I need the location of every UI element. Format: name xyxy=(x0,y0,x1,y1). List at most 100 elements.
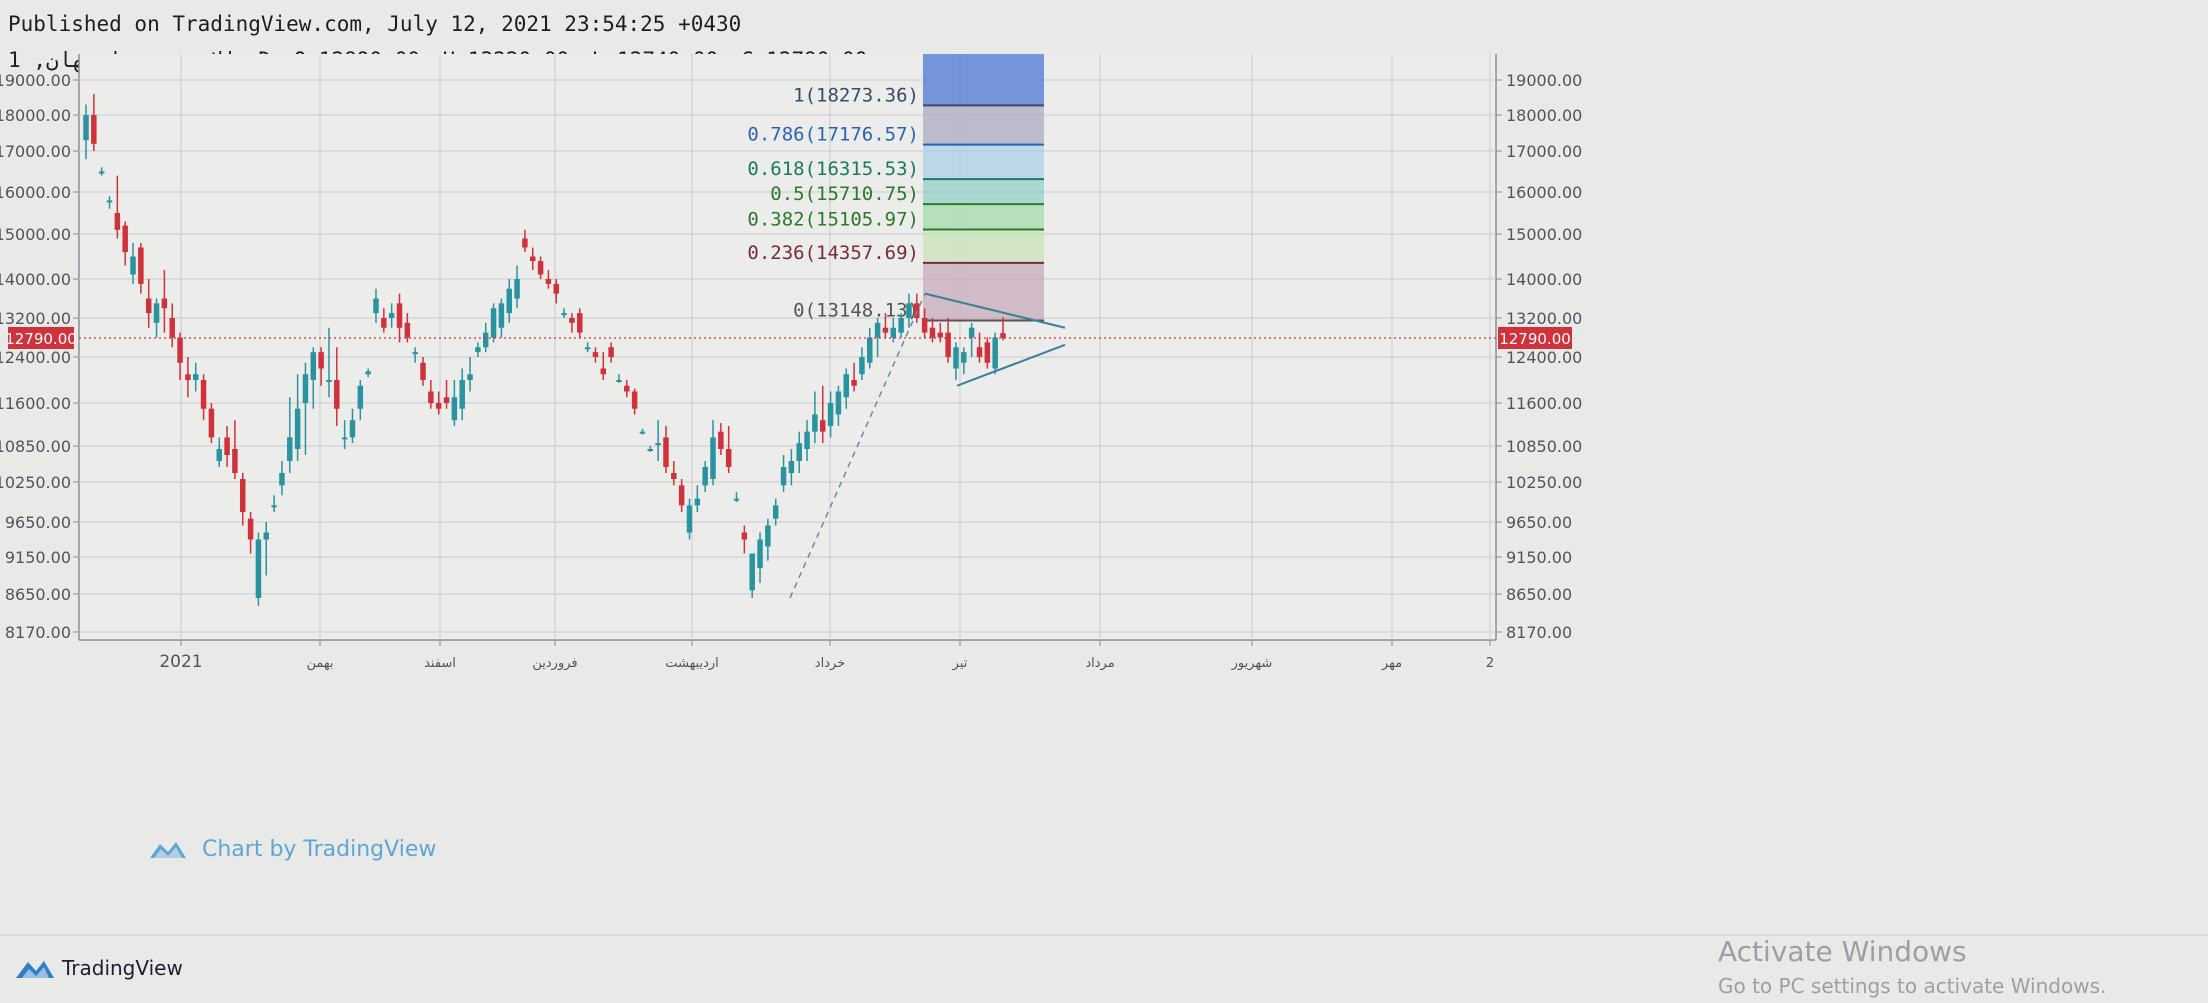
candle-body xyxy=(772,505,779,519)
candle-body xyxy=(843,374,849,398)
right-price-label: 18000.00 xyxy=(1506,106,1582,125)
right-price-label: 12400.00 xyxy=(1506,348,1582,367)
time-label: تیر xyxy=(952,656,968,671)
fib-band-zone xyxy=(923,144,1044,180)
candle-body xyxy=(757,539,763,569)
candle-body xyxy=(357,385,364,409)
candle-body xyxy=(396,303,403,328)
candle-body xyxy=(710,437,716,479)
candle-body xyxy=(263,532,270,540)
candle-body xyxy=(639,431,646,434)
right-price-label: 8170.00 xyxy=(1506,623,1572,642)
triangle-upper-trendline xyxy=(924,292,1066,329)
candle-body xyxy=(835,391,842,415)
time-label: مرداد xyxy=(1085,656,1114,671)
candle-body xyxy=(435,403,442,409)
candle-body xyxy=(279,473,285,486)
candle-body xyxy=(961,352,967,363)
candle-body xyxy=(334,380,340,409)
candle-body xyxy=(765,525,771,547)
right-price-label: 19000.00 xyxy=(1506,71,1582,90)
right-price-label: 14000.00 xyxy=(1506,270,1582,289)
left-price-label: 14000.00 xyxy=(0,270,71,289)
chart-watermark: Chart by TradingView xyxy=(146,836,436,862)
right-price-label: 9650.00 xyxy=(1506,513,1572,532)
last-price-tag-left xyxy=(8,326,74,349)
candle-body xyxy=(819,420,826,432)
fib-level-label: 0.786(17176.57) xyxy=(747,124,919,146)
candle-body xyxy=(224,437,230,455)
candle-body xyxy=(404,322,411,338)
watermark-text: Chart by TradingView xyxy=(202,836,437,862)
candle-body xyxy=(859,357,865,375)
triangle-lower-trendline xyxy=(956,343,1066,387)
right-price-label: 16000.00 xyxy=(1506,183,1582,202)
time-label: اسفند xyxy=(424,656,456,671)
candle-body xyxy=(968,327,975,338)
candle-body xyxy=(749,553,755,591)
activate-windows-title: Activate Windows xyxy=(1718,935,1967,968)
candle-body xyxy=(349,420,356,438)
candle-body xyxy=(561,313,567,316)
candle-body xyxy=(420,362,426,380)
candle-body xyxy=(780,467,787,486)
fib-band-zone xyxy=(923,204,1044,230)
candle-body xyxy=(475,347,481,353)
candle-body xyxy=(788,461,795,473)
tradingview-cloud-icon xyxy=(150,842,186,858)
left-price-label: 16000.00 xyxy=(0,183,71,202)
candle-body xyxy=(153,303,160,323)
candle-body xyxy=(694,498,701,506)
left-price-label: 8650.00 xyxy=(5,585,71,604)
candle-body xyxy=(302,374,309,403)
last-price-label-left: 12790.00 xyxy=(5,330,77,348)
candle-body xyxy=(537,261,544,275)
candle-body xyxy=(326,380,332,382)
last-price-tag-right xyxy=(1498,326,1572,349)
time-label: بهمن xyxy=(306,656,333,671)
candle-body xyxy=(584,347,591,350)
candle-body xyxy=(271,505,277,508)
activate-windows-overlay: Activate Windows Go to PC settings to ac… xyxy=(1718,935,2106,998)
tradingview-logo-icon xyxy=(16,961,54,978)
left-price-label: 10250.00 xyxy=(0,473,71,492)
candle-body xyxy=(145,298,152,314)
candle-body xyxy=(122,225,128,252)
left-price-label: 17000.00 xyxy=(0,142,71,161)
candle-body xyxy=(467,374,473,380)
candle-body xyxy=(577,313,583,333)
right-price-label: 15000.00 xyxy=(1506,225,1582,244)
candle-body xyxy=(655,443,661,446)
candle-body xyxy=(130,256,136,275)
candle-body xyxy=(631,391,638,409)
fib-band-extension xyxy=(923,54,1044,106)
candle-body xyxy=(945,332,951,357)
fib-level-label: 0.382(15105.97) xyxy=(747,209,919,231)
published-line: Published on TradingView.com, July 12, 2… xyxy=(8,12,742,36)
candle-body xyxy=(725,449,732,467)
candle-body xyxy=(914,303,920,318)
candle-body xyxy=(294,408,301,449)
candle-body xyxy=(671,473,677,479)
candle-body xyxy=(851,380,857,386)
footer-branding[interactable]: TradingView xyxy=(14,954,183,982)
candle-body xyxy=(882,327,889,333)
candle-body xyxy=(522,238,528,248)
candle-body xyxy=(702,467,708,486)
candle-body xyxy=(976,347,983,357)
candle-body xyxy=(192,374,199,380)
candle-body xyxy=(310,352,317,380)
candle-body xyxy=(921,318,928,333)
candle-body xyxy=(1000,333,1006,338)
candle-body xyxy=(592,352,599,357)
fib-level-label: 1(18273.36) xyxy=(793,84,919,106)
right-price-label: 11600.00 xyxy=(1506,394,1582,413)
candle-body xyxy=(365,371,371,375)
candle-body xyxy=(804,431,810,449)
candle-body xyxy=(341,437,348,440)
candle-body xyxy=(867,337,873,363)
last-price-label-right: 12790.00 xyxy=(1499,330,1571,348)
time-label: خرداد xyxy=(815,656,845,671)
time-label: فروردین xyxy=(532,656,577,671)
